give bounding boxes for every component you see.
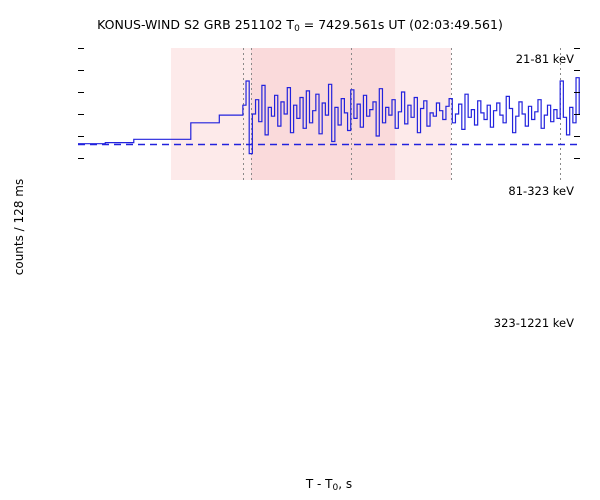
title-prefix: KONUS-WIND S2 GRB 251102 T	[97, 17, 295, 32]
panel-21-81-kev-canvas	[78, 48, 580, 180]
shaded-interval-1	[250, 48, 396, 180]
panel-label-21-81-kev: 21-81 keV	[515, 52, 574, 66]
x-axis-label-suffix: , s	[338, 477, 353, 491]
panel-323-1221-kev: 323-1221 keV	[78, 312, 580, 444]
y-axis-label: counts / 128 ms	[12, 178, 26, 276]
page-title: KONUS-WIND S2 GRB 251102 T0 = 7429.561s …	[0, 17, 600, 34]
shaded-interval-0	[170, 48, 251, 180]
panel-label-323-1221-kev: 323-1221 keV	[493, 316, 574, 330]
lightcurve-trace	[78, 77, 580, 155]
panel-label-81-323-kev: 81-323 keV	[508, 184, 574, 198]
panel-81-323-kev-canvas	[78, 180, 580, 312]
title-subscript: 0	[294, 24, 300, 34]
x-axis-label-subscript: 0	[332, 483, 339, 493]
x-axis-label: T - T0, s	[78, 477, 580, 493]
panel-21-81-kev: 21-81 keV	[78, 48, 580, 180]
x-axis-label-prefix: T - T	[305, 477, 333, 491]
title-suffix: = 7429.561s UT (02:03:49.561)	[299, 17, 503, 32]
panel-323-1221-kev-canvas	[78, 312, 580, 444]
panel-81-323-kev: 81-323 keV	[78, 180, 580, 312]
